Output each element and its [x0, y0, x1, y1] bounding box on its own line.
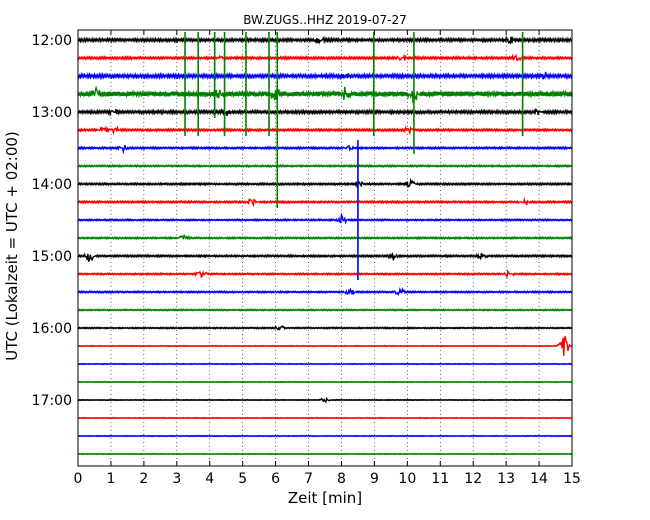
- trace-line: [77, 144, 573, 155]
- seismic-traces: [77, 34, 573, 456]
- x-tick-label: 4: [205, 471, 214, 487]
- trace-line: [77, 177, 573, 189]
- trace-line: [77, 71, 573, 81]
- y-tick-label: 17:00: [32, 393, 72, 409]
- trace-line: [77, 452, 573, 456]
- trace-line: [77, 336, 573, 356]
- trace-line: [77, 34, 573, 46]
- trace-line: [77, 251, 573, 262]
- x-tick-label: 1: [106, 471, 115, 487]
- y-tick-label: 16:00: [32, 321, 72, 337]
- y-axis-label: UTC (Lokalzeit = UTC + 02:00): [3, 131, 21, 361]
- y-tick-label: 12:00: [32, 33, 72, 49]
- trace-line: [77, 286, 573, 297]
- x-tick-label: 2: [139, 471, 148, 487]
- trace-line: [77, 234, 573, 241]
- trace-line: [77, 362, 573, 366]
- plot-frame: [77, 29, 573, 467]
- x-tick-label: 7: [304, 471, 313, 487]
- x-tick-label: 8: [337, 471, 346, 487]
- x-tick-label: 13: [497, 471, 515, 487]
- chart-title: BW.ZUGS..HHZ 2019-07-27: [243, 13, 406, 27]
- trace-line: [77, 197, 573, 208]
- event-spikes: [184, 32, 524, 280]
- x-tick-label: 5: [238, 471, 247, 487]
- y-tick-label: 15:00: [32, 249, 72, 265]
- trace-line: [77, 380, 573, 384]
- trace-line: [77, 308, 573, 312]
- x-tick-label: 6: [271, 471, 280, 487]
- trace-line: [77, 163, 573, 169]
- x-tick-label: 12: [464, 471, 482, 487]
- y-tick-label: 14:00: [32, 177, 72, 193]
- trace-line: [77, 416, 573, 420]
- trace-line: [77, 268, 573, 280]
- trace-line: [77, 107, 573, 117]
- x-axis-label: Zeit [min]: [288, 489, 362, 507]
- trace-line: [77, 212, 573, 225]
- trace-line: [77, 85, 573, 104]
- trace-line: [77, 325, 573, 331]
- gridlines: [110, 30, 540, 466]
- trace-line: [77, 53, 573, 62]
- axis-ticks: 0 1 2 3 4 5 6 7 8 9 10 11 12 13 14 1512:0013:0014:0015:…: [32, 30, 581, 487]
- trace-line: [77, 124, 573, 136]
- y-tick-label: 13:00: [32, 105, 72, 121]
- x-tick-label: 10: [398, 471, 416, 487]
- x-tick-label: 15: [563, 471, 581, 487]
- trace-line: [77, 396, 573, 404]
- x-tick-label: 9: [370, 471, 379, 487]
- x-tick-label: 0: [74, 471, 83, 487]
- x-tick-label: 3: [172, 471, 181, 487]
- x-tick-label: 14: [530, 471, 548, 487]
- x-tick-label: 11: [431, 471, 449, 487]
- trace-line: [77, 434, 573, 438]
